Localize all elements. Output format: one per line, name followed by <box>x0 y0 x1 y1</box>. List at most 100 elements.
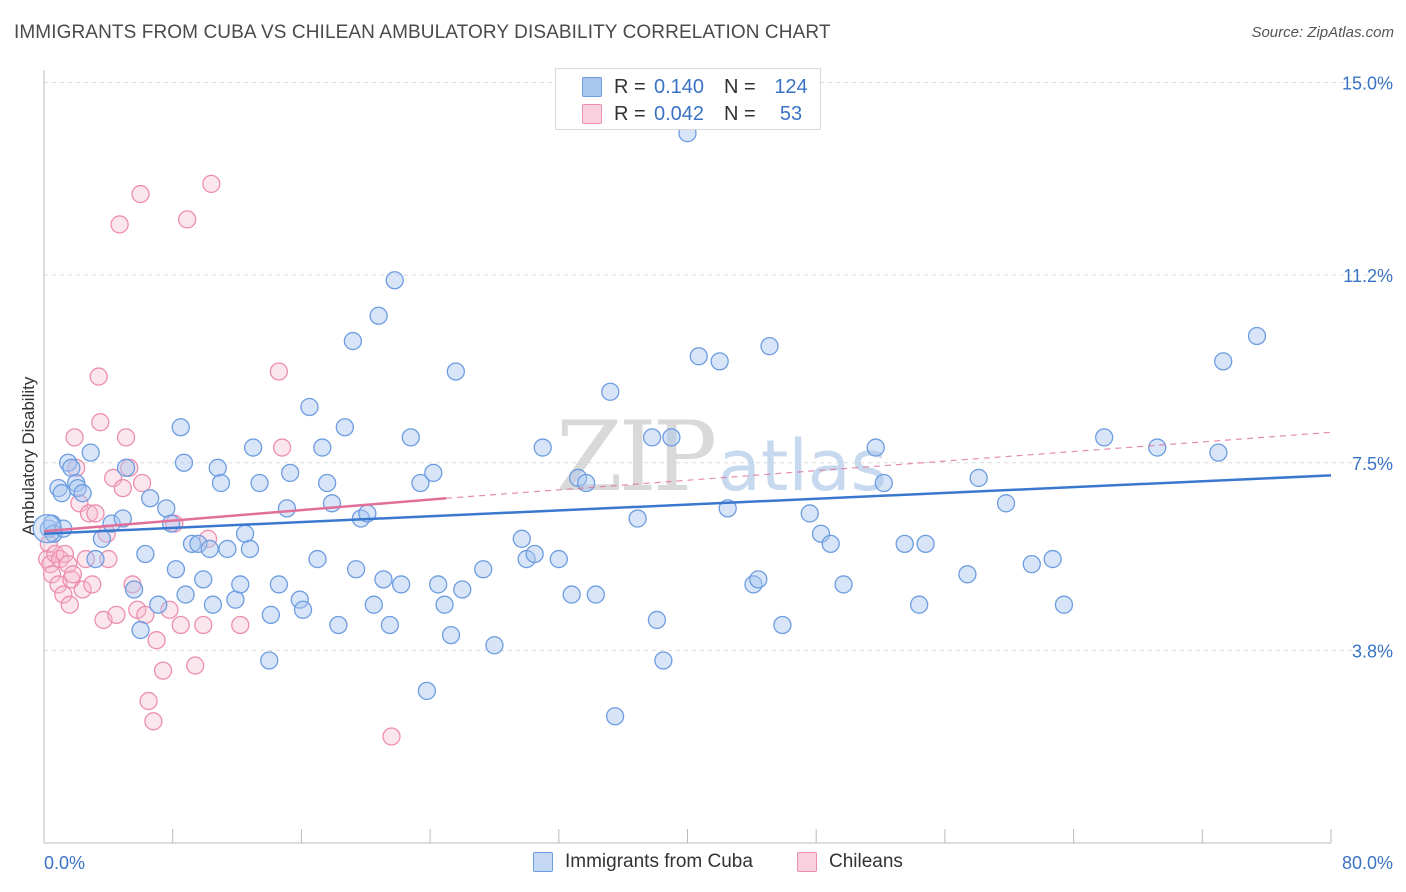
x-tick-label: 0.0% <box>44 853 85 873</box>
legend-item-chileans[interactable]: Chileans <box>797 851 903 873</box>
data-point <box>58 453 78 472</box>
data-point <box>79 504 99 523</box>
data-point <box>49 478 68 498</box>
data-point <box>269 575 289 594</box>
y-tick-label: 15.0% <box>1342 74 1393 94</box>
data-point <box>218 539 237 559</box>
data-point <box>300 397 319 417</box>
data-point <box>89 367 108 386</box>
data-point <box>235 524 255 543</box>
data-point <box>760 336 779 356</box>
data-point <box>261 605 280 624</box>
data-point <box>55 544 75 564</box>
data-point <box>73 484 92 503</box>
data-point <box>380 615 400 635</box>
data-point <box>369 306 388 325</box>
data-point <box>250 473 269 493</box>
legend-r-value: 0.140 <box>654 75 705 98</box>
data-point <box>446 362 465 381</box>
data-point <box>525 544 544 564</box>
data-point <box>92 529 112 548</box>
data-point <box>260 651 279 670</box>
data-point <box>194 570 213 589</box>
data-point <box>166 560 186 579</box>
data-point <box>485 636 504 655</box>
data-point <box>710 352 729 371</box>
data-point <box>202 174 221 194</box>
data-point <box>749 570 768 589</box>
data-point <box>329 615 348 635</box>
data-point <box>161 514 181 533</box>
y-axis-label: Ambulatory Disability <box>19 376 38 535</box>
data-point <box>895 534 914 554</box>
data-point <box>654 651 673 670</box>
data-point <box>58 555 78 574</box>
data-point <box>391 575 411 594</box>
data-point <box>689 347 708 366</box>
data-point <box>293 600 313 619</box>
data-point <box>186 656 205 675</box>
data-point <box>628 509 647 528</box>
data-point <box>86 549 105 569</box>
data-point <box>189 534 208 554</box>
data-point <box>176 585 195 604</box>
data-point <box>76 549 95 569</box>
data-point <box>385 271 404 290</box>
legend-item-label: Immigrants from Cuba <box>565 851 753 872</box>
data-point <box>533 438 552 457</box>
data-point <box>996 494 1016 513</box>
legend-n-label: N = <box>724 75 756 98</box>
data-point <box>62 458 81 477</box>
data-point <box>269 362 289 381</box>
data-point <box>290 590 309 609</box>
data-point <box>272 438 292 457</box>
data-point <box>280 463 300 483</box>
data-point <box>662 428 681 447</box>
data-point <box>605 707 625 726</box>
data-point <box>317 473 337 493</box>
legend-row-cuba: R = 0.140 N = 124 <box>556 74 816 100</box>
data-point <box>562 585 581 604</box>
data-point <box>110 215 129 234</box>
data-point <box>346 560 366 579</box>
data-point <box>411 473 430 493</box>
data-point <box>144 712 163 731</box>
data-point <box>441 625 461 645</box>
data-point <box>231 575 250 594</box>
data-point <box>73 580 92 599</box>
legend-item-cuba[interactable]: Immigrants from Cuba <box>533 851 753 873</box>
data-point <box>116 458 136 477</box>
data-point <box>160 600 179 619</box>
data-point <box>86 504 105 523</box>
data-point <box>81 443 100 462</box>
legend-r-label: R = <box>614 75 646 98</box>
data-point <box>39 534 58 554</box>
data-point <box>866 438 885 457</box>
data-point <box>99 549 118 569</box>
trendline-chileans <box>43 496 447 533</box>
data-point <box>453 580 472 599</box>
data-point <box>54 585 73 604</box>
data-point <box>102 514 121 533</box>
data-point <box>157 499 176 518</box>
chart-title: IMMIGRANTS FROM CUBA VS CHILEAN AMBULATO… <box>14 22 831 43</box>
data-point <box>382 727 401 746</box>
watermark-zip: ZIP <box>556 401 715 513</box>
data-point <box>52 484 71 503</box>
data-point <box>32 514 62 544</box>
data-point <box>131 184 150 204</box>
data-point <box>916 534 935 554</box>
legend-swatch-cuba <box>582 77 602 97</box>
data-point <box>773 615 792 635</box>
data-point <box>335 418 354 437</box>
data-point <box>647 610 667 630</box>
data-point <box>364 595 383 614</box>
data-point <box>171 418 190 437</box>
data-point <box>576 473 596 493</box>
data-point <box>417 681 437 701</box>
data-point <box>1054 595 1074 614</box>
data-point <box>800 504 819 523</box>
data-point <box>131 620 150 640</box>
data-point <box>243 438 263 457</box>
